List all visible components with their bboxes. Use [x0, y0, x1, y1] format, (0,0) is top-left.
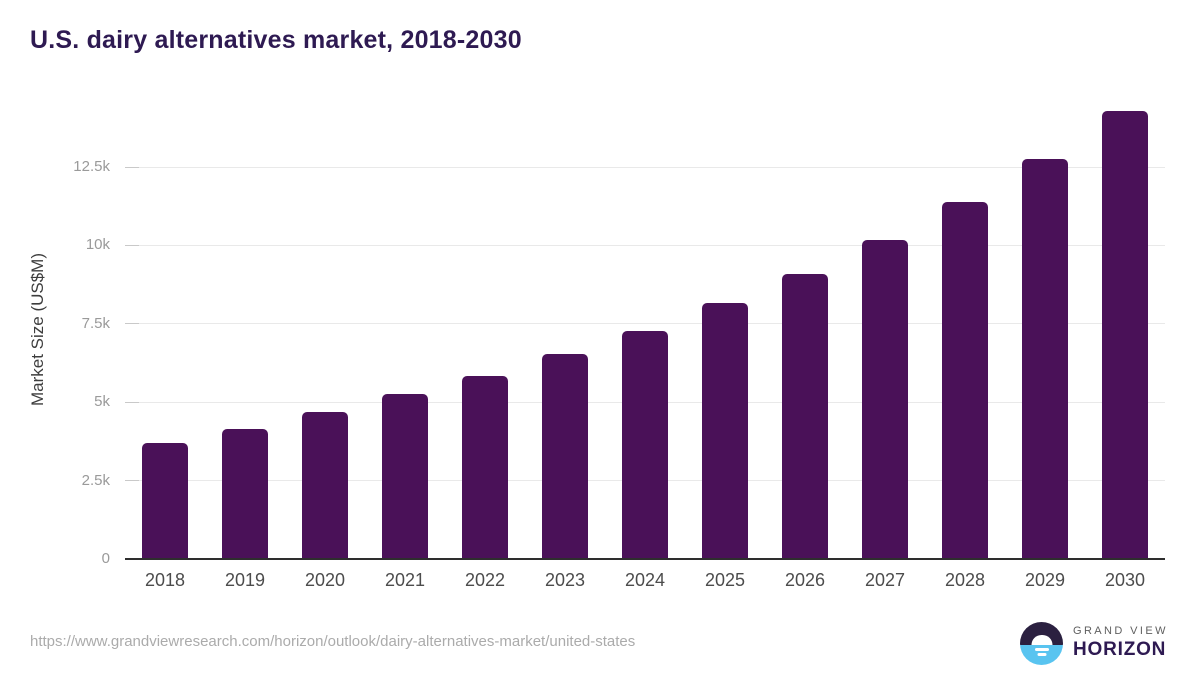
bar-slot: [125, 442, 205, 559]
y-tick-label: 12.5k: [73, 158, 110, 175]
logo-reflection-stripe: [1037, 653, 1046, 656]
bar-slot: [445, 375, 525, 559]
bar-slot: [685, 303, 765, 559]
gridline: [125, 244, 1165, 246]
bar-slot: [365, 394, 445, 559]
x-axis-line: [125, 558, 1165, 560]
bar-2022[interactable]: [462, 375, 508, 559]
horizon-logo-icon: [1020, 622, 1063, 665]
x-tick-label: 2029: [1024, 570, 1066, 590]
bar-slot: [845, 239, 925, 559]
bar-2027[interactable]: [862, 239, 908, 559]
x-tick-label: 2028: [944, 570, 986, 590]
x-tick-label: 2026: [784, 570, 826, 590]
logo-horizon-text: HORIZON: [1073, 639, 1167, 660]
bar-slot: [525, 354, 605, 559]
bar-2029[interactable]: [1022, 159, 1068, 559]
bar-slot: [765, 273, 845, 559]
bar-slot: [605, 331, 685, 559]
bar-2019[interactable]: [222, 428, 268, 559]
bar-2023[interactable]: [542, 354, 588, 559]
x-tick-label: 2027: [864, 570, 906, 590]
x-tick-label: 2024: [624, 570, 666, 590]
bar-slot: [205, 428, 285, 559]
bar-2030[interactable]: [1102, 110, 1148, 559]
brand-logo: GRAND VIEW HORIZON: [1020, 622, 1180, 666]
logo-reflection-stripe: [1034, 648, 1049, 651]
logo-sun-icon: [1031, 635, 1052, 645]
bar-2024[interactable]: [622, 331, 668, 559]
logo-text: GRAND VIEW HORIZON: [1073, 625, 1168, 661]
bar-2020[interactable]: [302, 411, 348, 559]
y-tick-label: 5k: [94, 393, 110, 411]
x-axis-labels: 2018 2019 2020 2021 2022 2023 2024 2025 2026 2027…: [125, 570, 1165, 591]
bar-slot: [1085, 110, 1165, 559]
bar-slot: [925, 201, 1005, 559]
y-axis-tick-labels: 0 2.5k 5k 7.5k 10k 12.5k: [0, 100, 110, 567]
source-url: https://www.grandviewresearch.com/horizo…: [30, 633, 636, 650]
logo-grand-view-text: GRAND VIEW: [1073, 625, 1168, 637]
y-tick-label: 7.5k: [81, 314, 110, 332]
bar-series: [125, 100, 1165, 559]
x-tick-label: 2030: [1104, 570, 1146, 590]
x-tick-label: 2018: [144, 570, 186, 590]
bar-2028[interactable]: [942, 201, 988, 559]
bar-2018[interactable]: [142, 442, 188, 559]
y-tick-label: 2.5k: [81, 471, 110, 489]
bar-slot: [1005, 159, 1085, 559]
y-tick-label: 0: [101, 550, 110, 567]
gridline: [125, 166, 1165, 168]
plot-area: [125, 100, 1165, 560]
x-tick-label: 2019: [224, 570, 266, 590]
y-tick-label: 10k: [85, 236, 110, 254]
bar-2025[interactable]: [702, 303, 748, 559]
gridline: [125, 323, 1165, 325]
x-tick-label: 2023: [544, 570, 586, 590]
x-tick-label: 2022: [464, 570, 506, 590]
bar-2026[interactable]: [782, 273, 828, 559]
x-tick-label: 2021: [384, 570, 426, 590]
x-tick-label: 2020: [304, 570, 346, 590]
logo-sky-half: [1020, 622, 1063, 645]
chart-title: U.S. dairy alternatives market, 2018-203…: [30, 26, 522, 54]
bar-slot: [285, 411, 365, 559]
x-tick-label: 2025: [704, 570, 746, 590]
bar-2021[interactable]: [382, 394, 428, 559]
